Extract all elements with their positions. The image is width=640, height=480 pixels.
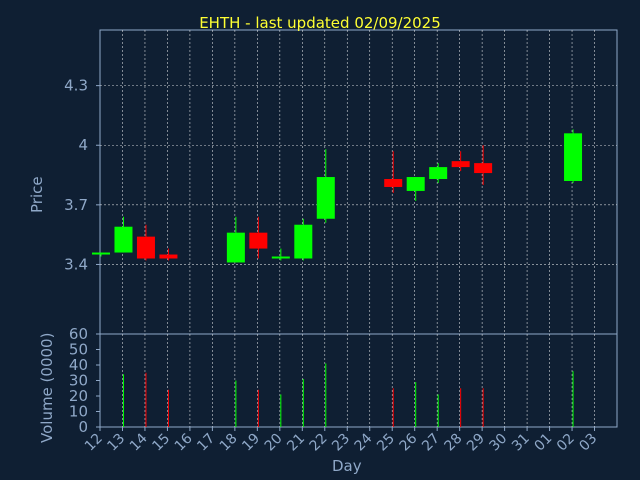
candle-body: [406, 177, 425, 191]
x-tick-label: 01: [531, 431, 555, 455]
candle-body: [474, 163, 493, 174]
candle-body: [226, 232, 245, 263]
price-axis-label: Price: [28, 176, 46, 213]
x-tick-label: 18: [217, 431, 241, 455]
x-tick-label: 28: [442, 431, 466, 455]
x-tick-label: 19: [239, 431, 263, 455]
price-tick-label: 3.4: [64, 255, 88, 273]
x-tick-label: 16: [172, 430, 196, 454]
volume-tick-label: 10: [69, 403, 88, 421]
volume-tick-label: 30: [69, 372, 88, 390]
volume-tick-label: 0: [78, 418, 88, 436]
x-tick-label: 29: [464, 431, 488, 455]
x-axis-label: Day: [332, 457, 362, 475]
x-tick-label: 02: [554, 431, 578, 455]
volume-tick-label: 20: [69, 387, 88, 405]
candle-body: [249, 232, 268, 249]
x-tick-label: 24: [352, 430, 376, 454]
price-tick-label: 4: [78, 136, 88, 154]
volume-tick-label: 50: [69, 341, 88, 359]
price-tick-label: 3.7: [64, 196, 88, 214]
volume-tick-label: 40: [69, 356, 88, 374]
x-tick-label: 26: [397, 430, 421, 454]
candle-body: [429, 167, 448, 180]
candle-body: [316, 177, 335, 219]
candle-body: [271, 256, 290, 259]
candle-body: [294, 224, 313, 259]
x-tick-label: 15: [149, 431, 173, 455]
x-tick-label: 30: [487, 431, 511, 455]
x-tick-label: 31: [509, 431, 533, 455]
candle-body: [114, 226, 133, 253]
x-tick-label: 17: [194, 431, 218, 455]
x-tick-label: 13: [104, 431, 128, 455]
candle-body: [384, 179, 403, 187]
x-tick-label: 23: [329, 431, 353, 455]
candle-body: [136, 236, 155, 259]
x-tick-label: 21: [284, 431, 308, 455]
price-panel-frame: [99, 29, 618, 335]
candle-body: [451, 161, 470, 168]
volume-axis-label: Volume (0000): [38, 332, 56, 443]
chart-title: EHTH - last updated 02/09/2025: [199, 14, 441, 32]
x-tick-label: 03: [576, 431, 600, 455]
x-tick-label: 20: [262, 431, 286, 455]
price-tick-label: 4.3: [64, 77, 88, 95]
volume-panel-frame: [99, 333, 618, 428]
x-tick-label: 22: [307, 431, 331, 455]
x-tick-label: 27: [419, 431, 443, 455]
x-tick-label: 14: [127, 430, 151, 454]
candle-body: [92, 252, 110, 255]
candle-body: [159, 254, 178, 259]
volume-tick-label: 60: [69, 325, 88, 343]
candle-body: [564, 133, 583, 182]
x-tick-label: 25: [374, 431, 398, 455]
